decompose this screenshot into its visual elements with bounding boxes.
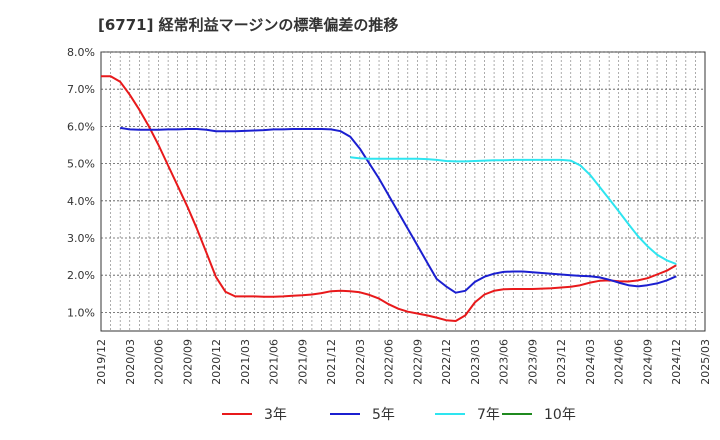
legend-label: 3年 bbox=[264, 407, 287, 423]
y-tick-label: 8.0% bbox=[67, 46, 95, 59]
chart-title: [6771] 経常利益マージンの標準偏差の推移 bbox=[98, 16, 399, 34]
x-tick-label: 2020/06 bbox=[153, 339, 166, 385]
legend-label: 7年 bbox=[477, 407, 500, 423]
x-tick-label: 2023/12 bbox=[555, 339, 568, 385]
x-tick-label: 2020/09 bbox=[181, 339, 194, 385]
legend-label: 5年 bbox=[372, 407, 395, 423]
series-line-5年 bbox=[120, 126, 677, 294]
x-tick-label: 2019/12 bbox=[95, 339, 108, 385]
y-tick-label: 5.0% bbox=[67, 158, 95, 171]
x-tick-label: 2021/03 bbox=[239, 339, 252, 385]
x-tick-label: 2022/03 bbox=[354, 339, 367, 385]
y-tick-label: 2.0% bbox=[67, 269, 95, 282]
series-line-3年 bbox=[101, 75, 677, 322]
plot-area bbox=[100, 51, 706, 332]
x-tick-label: 2025/03 bbox=[699, 339, 712, 385]
x-tick-label: 2022/09 bbox=[411, 339, 424, 385]
x-tick-label: 2020/12 bbox=[210, 339, 223, 385]
x-tick-label: 2021/12 bbox=[325, 339, 338, 385]
y-tick-label: 1.0% bbox=[67, 306, 95, 319]
x-tick-label: 2023/09 bbox=[526, 339, 539, 385]
x-tick-label: 2021/09 bbox=[296, 339, 309, 385]
y-tick-label: 7.0% bbox=[67, 83, 95, 96]
x-tick-label: 2023/06 bbox=[498, 339, 511, 385]
y-tick-label: 3.0% bbox=[67, 232, 95, 245]
x-tick-label: 2020/03 bbox=[124, 339, 137, 385]
legend: 3年 5年 7年 10年 bbox=[222, 407, 576, 423]
series-line-7年 bbox=[350, 156, 677, 265]
x-tick-label: 2024/09 bbox=[641, 339, 654, 385]
x-tick-label: 2024/03 bbox=[584, 339, 597, 385]
x-tick-label: 2022/12 bbox=[440, 339, 453, 385]
axes: 1.0% 2.0% 3.0% 4.0% 5.0% 6.0% 7.0% 8.0% 2019/12 2… bbox=[67, 46, 712, 385]
x-tick-label: 2021/06 bbox=[268, 339, 281, 385]
series-lines bbox=[101, 75, 677, 322]
x-tick-label: 2022/06 bbox=[383, 339, 396, 385]
legend-label: 10年 bbox=[544, 407, 576, 423]
x-tick-label: 2024/06 bbox=[613, 339, 626, 385]
grid-lines bbox=[100, 51, 706, 332]
y-tick-label: 4.0% bbox=[67, 195, 95, 208]
y-tick-label: 6.0% bbox=[67, 120, 95, 133]
x-tick-label: 2024/12 bbox=[670, 339, 683, 385]
x-tick-label: 2023/03 bbox=[469, 339, 482, 385]
